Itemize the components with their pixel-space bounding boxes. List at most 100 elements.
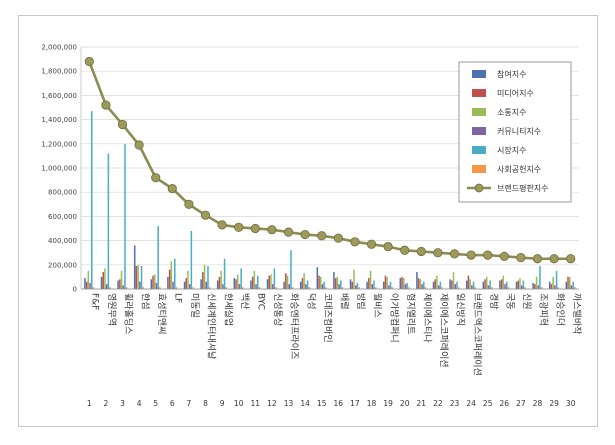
bar-소통지수: [535, 276, 538, 289]
x-index-label: 21: [417, 399, 427, 408]
bar-소통지수: [120, 270, 123, 289]
bar-시장지수: [456, 281, 458, 289]
x-category-label: 경방: [488, 293, 500, 310]
bar-미디어지수: [218, 276, 221, 289]
bar-소통지수: [87, 270, 90, 289]
legend-marker: [474, 183, 484, 193]
bar-미디어지수: [500, 279, 503, 289]
legend-swatch: [472, 108, 486, 116]
legend-label: 참여지수: [497, 69, 526, 79]
bar-참여지수: [266, 279, 269, 289]
line-point: [167, 183, 177, 194]
bar-시장지수: [406, 282, 408, 289]
bar-참여지수: [283, 281, 285, 289]
bar-참여지수: [216, 280, 219, 289]
bar-소통지수: [568, 276, 571, 289]
line-point: [101, 100, 111, 110]
bar-참여지수: [449, 279, 451, 289]
bar-시장지수: [572, 281, 574, 289]
bar-시장지수: [340, 280, 342, 289]
bar-커뮤니티지수: [388, 285, 390, 289]
bar-커뮤니티지수: [288, 284, 291, 289]
x-index-label: 19: [383, 399, 393, 408]
x-category-label: 아가방컴퍼니: [388, 293, 400, 343]
line-point: [466, 250, 476, 260]
y-tick-label: 1,200,000: [41, 140, 77, 148]
bar-소통지수: [270, 274, 272, 289]
bar-소통지수: [286, 275, 289, 289]
bar-참여지수: [100, 276, 103, 289]
line-point: [283, 227, 294, 237]
line-point: [117, 119, 128, 130]
bar-참여지수: [133, 245, 136, 289]
x-index-label: 7: [187, 399, 192, 408]
legend-label: 커뮤니티지수: [497, 126, 541, 136]
bar-소통지수: [253, 270, 256, 289]
x-index-label: 30: [566, 399, 576, 408]
bar-사회공헌지수: [441, 287, 443, 289]
bar-사회공헌지수: [341, 287, 344, 289]
bar-미디어지수: [550, 284, 553, 289]
bar-미디어지수: [119, 279, 121, 289]
bar-커뮤니티지수: [172, 281, 174, 289]
line-point: [516, 252, 526, 263]
bar-소통지수: [402, 278, 405, 289]
x-category-label: 화승엔터프라이즈: [289, 293, 300, 359]
x-category-label: 효성티앤씨: [156, 293, 167, 334]
x-category-label: 월비스: [372, 293, 384, 318]
bar-시장지수: [506, 281, 508, 289]
x-category-label: 백산: [239, 293, 250, 310]
x-index-label: 13: [284, 399, 294, 408]
bar-소통지수: [419, 279, 422, 289]
line-point: [317, 231, 327, 241]
line-point: [400, 245, 410, 255]
bar-사회공헌지수: [358, 287, 360, 289]
bar-커뮤니티지수: [520, 285, 523, 289]
bar-소통지수: [452, 272, 455, 289]
bar-소통지수: [153, 274, 156, 289]
x-category-label: 브랜드엑스코퍼레이션: [471, 293, 483, 376]
bar-미디어지수: [168, 269, 171, 289]
bar-소통지수: [303, 273, 305, 289]
x-category-label: LF: [173, 293, 183, 303]
bar-미디어지수: [235, 279, 237, 289]
bar-시장지수: [290, 250, 292, 289]
bar-시장지수: [373, 280, 375, 289]
x-category-label: 형지엘리트: [405, 293, 416, 334]
bar-사회공헌지수: [540, 287, 543, 289]
x-category-label: 일신방직: [455, 293, 466, 326]
bar-참여지수: [299, 281, 302, 289]
bar-커뮤니티지수: [321, 284, 324, 289]
bar-사회공헌지수: [325, 287, 327, 289]
bar-미디어지수: [152, 275, 154, 289]
x-category-label: BYC: [256, 293, 266, 310]
bar-소통지수: [336, 276, 339, 289]
line-series: [84, 56, 576, 264]
x-category-label: 조광피혁: [538, 293, 550, 326]
bar-참여지수: [333, 272, 335, 289]
x-index-label: 24: [466, 399, 476, 408]
bar-커뮤니티지수: [305, 284, 307, 289]
bar-미디어지수: [434, 279, 436, 289]
legend-label: 사회공헌지수: [497, 165, 541, 174]
bar-커뮤니티지수: [454, 284, 457, 289]
line-point: [350, 237, 360, 247]
bar-소통지수: [436, 275, 438, 289]
bar-참여지수: [432, 281, 435, 289]
bar-미디어지수: [135, 266, 138, 289]
y-tick-label: 2,000,000: [41, 44, 77, 52]
bar-사회공헌지수: [391, 287, 394, 289]
line-point: [300, 229, 310, 240]
bar-커뮤니티지수: [222, 284, 224, 289]
bar-사회공헌지수: [225, 287, 228, 289]
bar-참여지수: [200, 279, 202, 289]
x-index-label: 3: [120, 399, 125, 408]
bar-참여지수: [183, 281, 186, 289]
bar-소통지수: [552, 276, 554, 289]
bar-미디어지수: [285, 273, 287, 289]
bar-미디어지수: [534, 284, 536, 289]
line-point: [483, 250, 493, 260]
bar-소통지수: [386, 276, 388, 289]
x-category-label: 신성통상: [272, 293, 283, 326]
